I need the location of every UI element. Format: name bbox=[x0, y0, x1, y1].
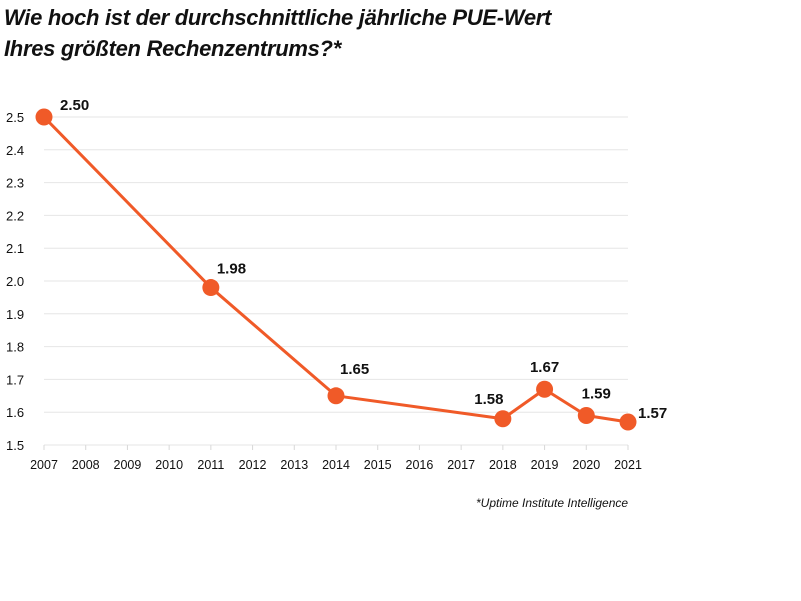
data-point bbox=[619, 413, 637, 431]
chart-title: Wie hoch ist der durchschnittliche jährl… bbox=[4, 2, 551, 64]
x-tick-label: 2007 bbox=[30, 458, 58, 472]
x-tick-label: 2014 bbox=[322, 458, 350, 472]
data-label: 1.59 bbox=[582, 385, 611, 402]
data-point bbox=[536, 380, 554, 398]
x-tick-label: 2018 bbox=[489, 458, 517, 472]
x-tick-label: 2010 bbox=[155, 458, 183, 472]
series-line bbox=[42, 115, 629, 424]
y-tick-label: 2.2 bbox=[6, 208, 24, 223]
y-tick-label: 2.0 bbox=[6, 274, 24, 289]
x-tick-label: 2019 bbox=[531, 458, 559, 472]
x-tick-label: 2011 bbox=[197, 458, 224, 472]
y-tick-label: 1.9 bbox=[6, 307, 24, 322]
x-tick-label: 2008 bbox=[72, 458, 100, 472]
x-tick-label: 2017 bbox=[447, 458, 475, 472]
data-label: 1.65 bbox=[340, 361, 369, 378]
x-tick-label: 2015 bbox=[364, 458, 392, 472]
y-tick-label: 2.1 bbox=[6, 241, 24, 256]
data-label: 1.67 bbox=[530, 359, 559, 376]
chart-title-line-1: Wie hoch ist der durchschnittliche jährl… bbox=[4, 5, 552, 30]
source-note: *Uptime Institute Intelligence bbox=[476, 496, 629, 510]
y-tick-label: 2.4 bbox=[6, 143, 24, 158]
data-point bbox=[494, 410, 512, 428]
data-series bbox=[35, 108, 637, 431]
data-point bbox=[35, 108, 53, 126]
x-tick-label: 2021 bbox=[614, 458, 642, 472]
data-label: 1.58 bbox=[474, 391, 503, 408]
data-label: 1.57 bbox=[638, 405, 667, 422]
x-tick-label: 2013 bbox=[280, 458, 308, 472]
y-tick-label: 1.6 bbox=[6, 405, 24, 420]
data-label: 2.50 bbox=[60, 97, 89, 114]
y-tick-label: 2.5 bbox=[6, 110, 24, 125]
x-tick-label: 2020 bbox=[572, 458, 600, 472]
chart-title-line-2: Ihres größten Rechenzentrums?* bbox=[4, 36, 341, 61]
y-axis: 1.5 1.6 1.7 1.8 1.9 2.0 2.1 2.2 2.3 2.4 2.5 bbox=[6, 110, 24, 453]
y-tick-label: 1.8 bbox=[6, 340, 24, 355]
data-point bbox=[327, 387, 345, 405]
x-tick-label: 2009 bbox=[114, 458, 142, 472]
data-label: 1.98 bbox=[217, 261, 246, 278]
data-labels: 2.50 1.98 1.65 1.58 1.67 1.59 1.57 bbox=[60, 97, 667, 422]
x-axis: 2007 2008 2009 2010 2011 2012 2013 2014 2015 2016… bbox=[30, 445, 642, 472]
y-tick-label: 1.5 bbox=[6, 438, 24, 453]
x-tick-label: 2016 bbox=[406, 458, 434, 472]
data-point bbox=[202, 279, 220, 297]
x-tick-label: 2012 bbox=[239, 458, 267, 472]
data-point bbox=[577, 406, 595, 424]
y-tick-label: 2.3 bbox=[6, 176, 24, 191]
y-tick-label: 1.7 bbox=[6, 372, 24, 387]
